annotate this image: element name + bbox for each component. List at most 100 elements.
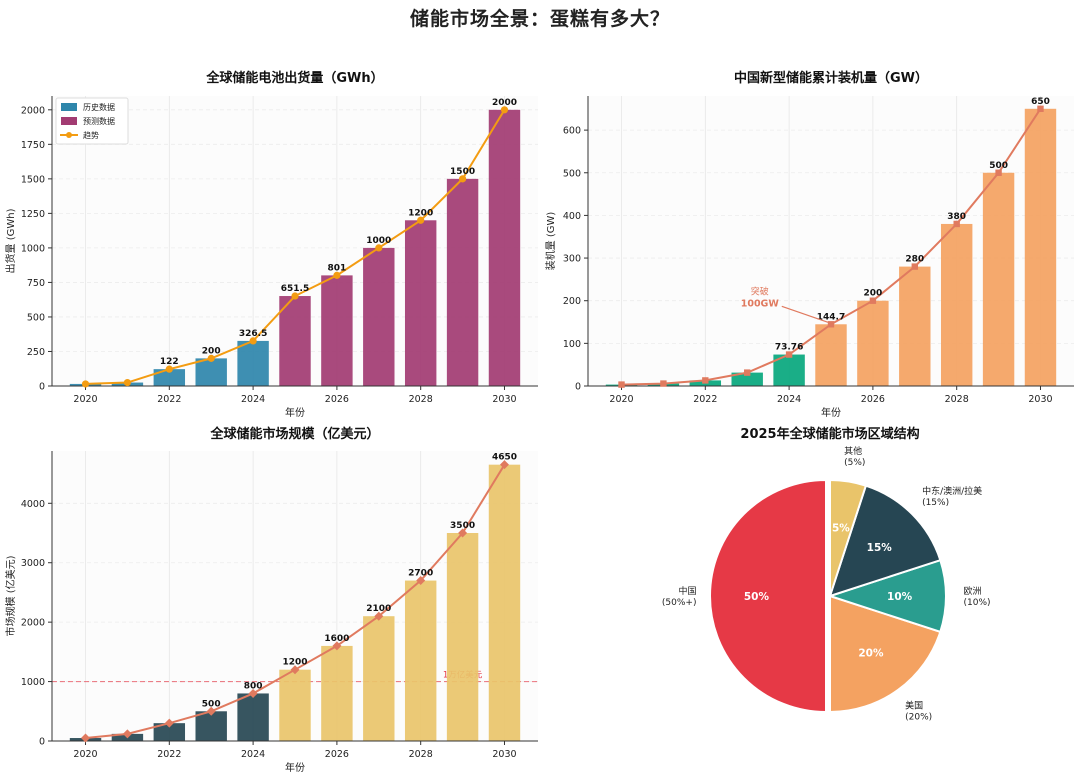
pie-slice	[829, 594, 942, 714]
bar-2025	[815, 324, 847, 386]
trend-point	[458, 175, 467, 183]
market-size-chart: 全球储能市场规模（亿美元）1万亿美元2020202220242026202820…	[4, 426, 538, 774]
x-tick-label: 2030	[492, 749, 516, 760]
trend-point	[911, 263, 918, 270]
x-tick-label: 2026	[325, 749, 349, 760]
y-tick-label: 600	[563, 126, 581, 137]
trend-point	[164, 718, 174, 728]
annotation-arrow	[781, 305, 829, 323]
data-label: 2100	[366, 604, 391, 614]
pie-pct-label: 20%	[858, 647, 884, 659]
bar-2026	[857, 300, 889, 386]
trend-point	[81, 380, 90, 388]
bar-2023	[731, 372, 763, 386]
data-label: 4650	[492, 453, 517, 463]
x-tick-label: 2030	[1028, 394, 1052, 405]
data-label: 280	[905, 255, 924, 265]
bar-2030	[1024, 108, 1057, 386]
bar-2024	[237, 693, 269, 741]
data-label: 2000	[492, 98, 517, 108]
x-axis-label: 年份	[285, 406, 305, 419]
trend-point	[618, 381, 625, 388]
pie-pct-label: 5%	[832, 522, 850, 534]
x-tick-label: 2022	[693, 394, 717, 405]
trend-point	[249, 337, 257, 345]
legend-label: 历史数据	[83, 102, 115, 112]
region-pie-chart: 2025年全球储能市场区域结构 50% 中国(50%+) 20% 美国(20%) 10% 欧…	[662, 426, 991, 722]
x-tick-label: 2022	[157, 394, 181, 405]
bar-2027	[363, 616, 395, 741]
trend-point	[332, 641, 342, 651]
trend-point	[744, 369, 751, 376]
y-tick-label: 4000	[21, 499, 45, 510]
trend-point	[660, 380, 667, 387]
trend-point	[207, 354, 215, 362]
pie-label: 欧洲	[964, 585, 982, 597]
bar-2025	[279, 669, 311, 741]
y-tick-label: 500	[27, 312, 45, 323]
legend-marker	[66, 132, 72, 138]
trend-point	[122, 729, 132, 739]
y-tick-label: 3000	[21, 558, 45, 569]
trend-point	[827, 321, 835, 328]
data-label: 200	[202, 346, 221, 356]
chart-title: 全球储能市场规模（亿美元）	[209, 426, 379, 442]
x-tick-label: 2020	[609, 394, 633, 405]
trend-point	[702, 377, 709, 384]
trend-point	[953, 220, 960, 228]
bar-2026	[321, 645, 353, 741]
data-label: 1200	[408, 208, 433, 218]
y-tick-label: 100	[563, 339, 581, 350]
bar-2026	[321, 275, 353, 386]
x-tick-label: 2024	[777, 394, 801, 405]
data-label: 326.5	[239, 329, 267, 339]
trend-point	[123, 378, 132, 387]
pie-sublabel: (15%)	[922, 498, 949, 508]
pie-pct-label: 10%	[887, 591, 913, 603]
legend-label: 趋势	[83, 130, 99, 140]
trend-point	[458, 528, 468, 538]
y-axis-label: 出货量 (GWh)	[4, 208, 17, 273]
trend-point	[291, 292, 299, 300]
chart-title: 全球储能电池出货量（GWh）	[205, 70, 383, 86]
x-tick-label: 2026	[861, 394, 885, 405]
trend-point	[1037, 105, 1044, 112]
trend-point	[499, 460, 509, 470]
bar-2030	[488, 464, 521, 741]
data-label: 500	[989, 161, 1008, 171]
data-label: 1200	[282, 658, 307, 668]
chart-title: 2025年全球储能市场区域结构	[740, 426, 919, 442]
bar-2030	[488, 109, 521, 387]
data-label: 2700	[408, 569, 433, 579]
data-label: 500	[202, 699, 221, 709]
trend-point	[206, 706, 216, 716]
pie-sublabel: (20%)	[905, 712, 932, 722]
pie-sublabel: (10%)	[964, 598, 991, 608]
pie-slice	[829, 478, 868, 597]
bar-2023	[195, 358, 227, 386]
trend-point	[375, 244, 383, 252]
data-label: 801	[327, 263, 346, 273]
x-tick-label: 2030	[492, 394, 516, 405]
y-tick-label: 2000	[21, 618, 45, 629]
bar-2029	[446, 178, 479, 386]
data-label: 144.7	[817, 312, 845, 322]
x-tick-label: 2028	[409, 394, 433, 405]
trend-point	[416, 576, 426, 586]
y-tick-label: 2000	[21, 105, 45, 116]
legend-label: 预测数据	[83, 116, 115, 126]
data-label: 122	[160, 357, 179, 367]
bar-2025	[279, 296, 311, 386]
pie-label: 中东/澳洲/拉美	[922, 485, 982, 497]
pie-slice	[826, 558, 947, 634]
shipment-bar-chart: 全球储能电池出货量（GWh） 2020 2022 2024 2026 2028 2030 0 2…	[4, 70, 538, 419]
trend-point	[81, 733, 91, 743]
y-tick-label: 1750	[21, 140, 45, 151]
data-label: 200	[863, 289, 882, 299]
trend-point	[165, 365, 173, 373]
bar-2022	[153, 723, 186, 741]
y-tick-label: 1000	[21, 243, 45, 254]
data-label: 1000	[366, 236, 391, 246]
x-tick-label: 2028	[945, 394, 969, 405]
data-label: 800	[244, 681, 263, 691]
